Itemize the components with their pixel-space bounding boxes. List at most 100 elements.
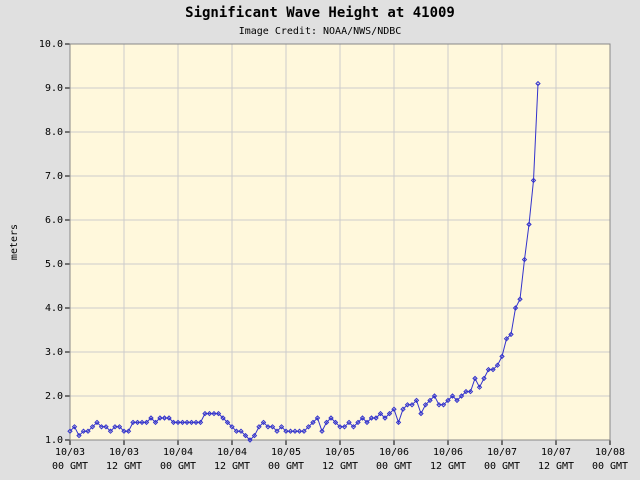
data-point bbox=[499, 353, 505, 360]
data-point bbox=[103, 424, 109, 430]
data-point bbox=[521, 256, 528, 263]
data-point bbox=[386, 410, 393, 417]
data-point bbox=[535, 80, 541, 87]
data-point bbox=[247, 437, 253, 443]
data-line bbox=[69, 83, 539, 441]
data-point bbox=[184, 419, 190, 426]
data-point bbox=[202, 410, 208, 417]
x-tick-label: 10/07 12 GMT bbox=[537, 447, 575, 472]
y-tick-label: 5.0 bbox=[45, 259, 63, 270]
data-point bbox=[269, 424, 276, 430]
data-point bbox=[472, 375, 478, 382]
y-tick-label: 6.0 bbox=[45, 215, 63, 226]
x-tick-label: 10/06 00 GMT bbox=[375, 447, 413, 472]
data-point bbox=[449, 393, 456, 399]
data-point bbox=[215, 410, 222, 417]
data-point bbox=[242, 432, 249, 439]
data-point bbox=[413, 397, 420, 404]
data-point bbox=[251, 432, 258, 439]
data-point bbox=[512, 305, 519, 311]
data-point bbox=[224, 419, 231, 426]
data-point bbox=[121, 428, 127, 434]
data-point bbox=[125, 428, 132, 434]
data-point bbox=[80, 428, 87, 434]
data-point bbox=[481, 375, 487, 382]
x-tick-label: 10/06 12 GMT bbox=[429, 447, 467, 472]
data-point bbox=[490, 366, 496, 373]
data-point bbox=[440, 402, 447, 408]
data-point bbox=[328, 415, 334, 421]
data-point bbox=[260, 419, 267, 426]
data-point bbox=[76, 432, 82, 439]
data-point bbox=[130, 419, 136, 426]
data-point bbox=[197, 419, 204, 426]
data-point bbox=[179, 419, 186, 426]
data-point bbox=[256, 424, 262, 430]
data-point bbox=[436, 402, 442, 408]
data-point bbox=[193, 419, 199, 426]
data-point bbox=[166, 415, 172, 421]
data-point bbox=[382, 415, 388, 421]
data-point bbox=[337, 424, 343, 430]
data-point bbox=[112, 424, 118, 430]
data-point bbox=[418, 410, 424, 417]
data-point bbox=[346, 419, 352, 426]
data-point bbox=[98, 424, 105, 430]
data-point bbox=[229, 424, 235, 430]
data-point bbox=[107, 428, 114, 434]
y-tick-label: 9.0 bbox=[45, 83, 63, 94]
data-point bbox=[400, 406, 406, 412]
data-point bbox=[143, 419, 150, 426]
plot-area bbox=[69, 43, 611, 441]
y-tick-label: 4.0 bbox=[45, 303, 63, 314]
data-point bbox=[355, 419, 361, 426]
data-point bbox=[341, 424, 348, 430]
y-tick-label: 2.0 bbox=[45, 391, 63, 402]
data-point bbox=[71, 424, 78, 430]
data-point bbox=[517, 296, 523, 302]
data-point bbox=[409, 402, 415, 408]
data-point bbox=[148, 415, 154, 421]
data-point bbox=[350, 424, 357, 430]
x-tick-label: 10/07 00 GMT bbox=[483, 447, 521, 472]
data-point bbox=[530, 177, 537, 184]
data-point bbox=[161, 415, 168, 421]
data-point bbox=[305, 424, 312, 430]
data-point bbox=[116, 424, 123, 430]
data-point bbox=[274, 428, 280, 434]
data-point bbox=[287, 428, 294, 434]
x-tick-label: 10/03 00 GMT bbox=[51, 447, 89, 472]
y-axis-label: meters bbox=[9, 224, 20, 260]
data-point bbox=[188, 419, 195, 426]
data-point bbox=[85, 428, 91, 434]
data-point bbox=[134, 419, 141, 426]
data-point bbox=[211, 410, 217, 417]
data-point bbox=[301, 428, 307, 434]
data-point bbox=[377, 410, 384, 417]
x-tick-label: 10/04 00 GMT bbox=[159, 447, 197, 472]
data-point bbox=[404, 402, 411, 408]
data-point bbox=[157, 415, 163, 421]
x-tick-label: 10/03 12 GMT bbox=[105, 447, 143, 472]
data-point bbox=[494, 362, 501, 368]
data-point bbox=[94, 419, 100, 426]
data-point bbox=[323, 419, 330, 426]
data-point bbox=[238, 428, 244, 434]
y-tick-label: 10.0 bbox=[39, 39, 63, 50]
data-point bbox=[139, 419, 145, 426]
data-point bbox=[278, 424, 285, 430]
data-point bbox=[503, 336, 510, 342]
data-point bbox=[206, 410, 213, 417]
data-point bbox=[458, 393, 465, 399]
y-tick-label: 7.0 bbox=[45, 171, 63, 182]
x-tick-label: 10/05 00 GMT bbox=[267, 447, 305, 472]
data-point bbox=[467, 388, 474, 395]
data-point bbox=[395, 419, 402, 426]
data-point bbox=[427, 397, 433, 404]
data-point bbox=[445, 397, 451, 404]
data-point bbox=[233, 428, 240, 434]
data-point bbox=[170, 419, 177, 426]
data-point bbox=[485, 366, 492, 373]
data-point bbox=[463, 388, 469, 395]
